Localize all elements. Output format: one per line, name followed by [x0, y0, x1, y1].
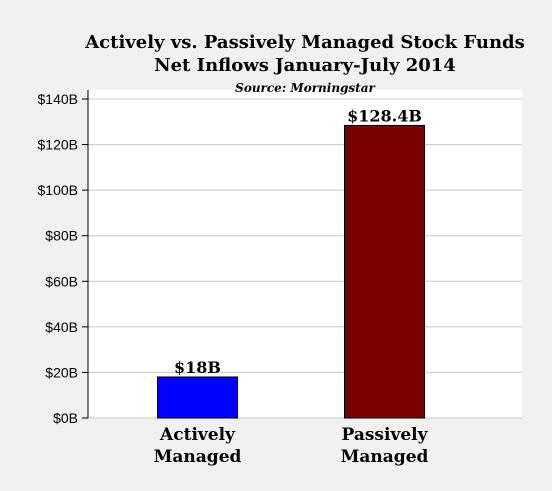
data-label: $18B [174, 358, 221, 377]
y-tick-label: $120B [38, 137, 78, 153]
y-axis-ticks: $0B $20B $40B $60B $80B $100B $120B $140B [38, 91, 88, 426]
y-tick-label: $60B [45, 273, 78, 289]
x-tick-label: Actively [159, 425, 236, 445]
y-tick-label: $140B [38, 91, 78, 107]
data-label: $128.4B [347, 106, 422, 125]
y-tick-label: $0B [53, 410, 78, 426]
x-tick-label: Managed [341, 447, 429, 467]
chart-title: Actively vs. Passively Managed Stock Fun… [84, 32, 525, 53]
x-tick-label: Managed [154, 447, 242, 467]
plot-area [88, 90, 522, 418]
bars: $18B $128.4B [157, 106, 425, 419]
chart-subtitle: Net Inflows January-July 2014 [154, 55, 456, 76]
bar [157, 376, 238, 419]
y-tick-label: $80B [45, 228, 78, 244]
source-annotation: Source: Morningstar [235, 81, 376, 95]
y-tick-label: $40B [45, 319, 78, 335]
y-tick-label: $20B [45, 364, 78, 380]
x-tick-label: Passively [342, 425, 429, 445]
bar [344, 124, 425, 419]
y-tick-label: $100B [38, 182, 78, 198]
